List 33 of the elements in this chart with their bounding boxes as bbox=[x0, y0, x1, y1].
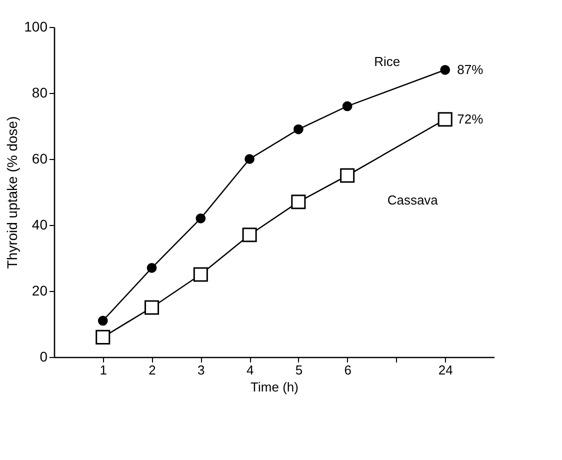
y-tick-label: 100 bbox=[24, 18, 48, 34]
y-tick-label: 80 bbox=[32, 84, 48, 100]
x-tick-label: 5 bbox=[295, 362, 303, 378]
x-tick-label: 3 bbox=[198, 362, 205, 378]
data-label: 87% bbox=[457, 62, 484, 77]
x-tick-label: 24 bbox=[438, 362, 453, 378]
point bbox=[193, 267, 208, 282]
point bbox=[440, 64, 450, 75]
point bbox=[146, 262, 157, 273]
point bbox=[342, 101, 352, 112]
point bbox=[144, 300, 160, 315]
y-tick-label: 40 bbox=[32, 216, 48, 232]
point bbox=[244, 154, 254, 164]
point bbox=[96, 330, 110, 344]
point bbox=[196, 213, 206, 224]
point bbox=[438, 112, 452, 127]
x-tick-label: 1 bbox=[100, 362, 108, 378]
point bbox=[294, 124, 304, 134]
point bbox=[98, 316, 108, 326]
y-tick-label: 0 bbox=[40, 348, 48, 364]
series-label: Rice bbox=[374, 54, 400, 69]
x-tick-label: 4 bbox=[246, 362, 254, 378]
y-axis-title: Thyroid uptake (% dose) bbox=[4, 116, 20, 269]
point bbox=[340, 168, 355, 183]
x-tick-label: 6 bbox=[344, 362, 352, 378]
y-tick-label: 60 bbox=[32, 150, 48, 166]
point bbox=[242, 228, 257, 242]
x-tick-label: 2 bbox=[148, 362, 156, 378]
text: Cassava bbox=[387, 192, 439, 208]
data-label: 72% bbox=[457, 111, 484, 126]
point bbox=[291, 194, 306, 210]
y-tick-label: 20 bbox=[32, 282, 48, 298]
x-axis-title: Time (h) bbox=[250, 380, 298, 394]
